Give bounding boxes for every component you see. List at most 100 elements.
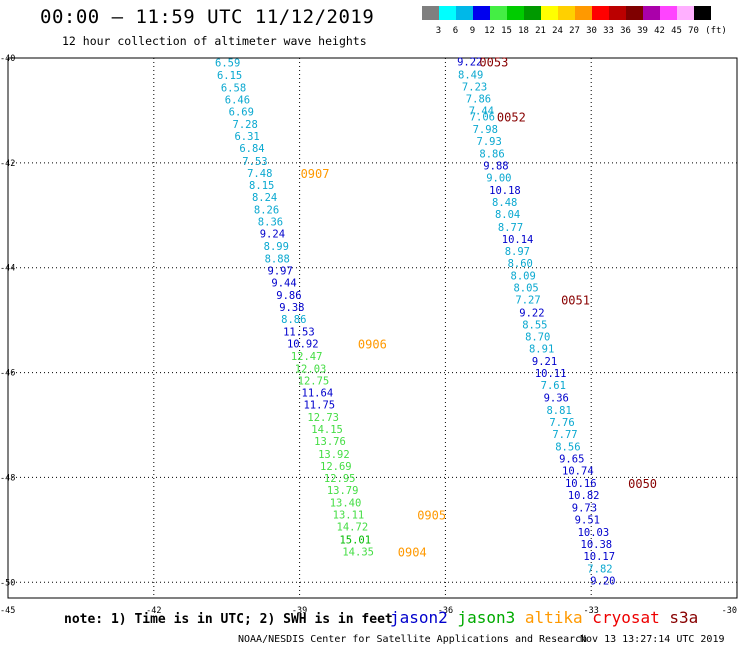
wave-height-value: 7.82 <box>587 564 612 576</box>
wave-height-value: 6.58 <box>221 82 246 94</box>
wave-height-value: 7.76 <box>549 417 574 429</box>
wave-height-value: 7.77 <box>552 429 577 441</box>
wave-height-value: 15.01 <box>339 534 371 546</box>
legend-label: 21 <box>535 26 546 36</box>
pass-time-label: 0050 <box>628 477 657 491</box>
pass-time-label: 0907 <box>301 167 330 181</box>
wave-height-value: 7.27 <box>515 295 540 307</box>
satellite-key: jason2 jason3 altika cryosat s3a <box>390 608 698 627</box>
legend-label: 36 <box>620 26 631 36</box>
page-title: 00:00 – 11:59 UTC 11/12/2019 <box>40 6 375 28</box>
wave-height-value: 8.36 <box>258 217 283 229</box>
lon-tick-label: -42 <box>146 606 161 616</box>
wave-height-value: 6.84 <box>239 143 264 155</box>
wave-height-value: 9.00 <box>486 173 511 185</box>
wave-height-value: 8.86 <box>479 148 504 160</box>
legend-swatch <box>490 6 507 20</box>
wave-height-value: 10.92 <box>287 339 319 351</box>
legend-label: 27 <box>569 26 580 36</box>
axis-ticks: -45 -42 -39 -36 -33 -30 -40 -42 -44 -46 -48 -50 <box>0 54 737 616</box>
wave-height-value: 9.36 <box>544 393 569 405</box>
legend-label: 15 <box>501 26 512 36</box>
wave-height-value: 7.53 <box>242 156 267 168</box>
legend-swatch <box>643 6 660 20</box>
page-subtitle: 12 hour collection of altimeter wave hei… <box>62 34 367 48</box>
wave-height-value: 6.69 <box>229 106 254 118</box>
legend-unit: (ft) <box>705 26 727 36</box>
lat-tick-label: -42 <box>0 159 15 169</box>
legend-label: 70 <box>688 26 699 36</box>
legend-label: 12 <box>484 26 495 36</box>
legend-label: 45 <box>671 26 682 36</box>
wave-height-value: 9.38 <box>279 302 304 314</box>
wave-height-value: 7.61 <box>541 380 566 392</box>
satellite-name: s3a <box>659 608 699 627</box>
legend-label: 9 <box>469 26 476 36</box>
wave-height-value: 14.35 <box>342 546 374 558</box>
wave-height-value: 14.72 <box>337 522 369 534</box>
wave-height-value: 8.81 <box>546 405 571 417</box>
pass-time-label: 0904 <box>398 545 427 559</box>
pass-time-label: 0906 <box>358 338 387 352</box>
wave-height-value: 6.59 <box>215 58 240 70</box>
wave-height-value: 9.51 <box>575 514 600 526</box>
wave-height-value: 9.86 <box>276 290 301 302</box>
legend-swatch <box>660 6 677 20</box>
wave-height-value: 7.48 <box>247 168 272 180</box>
wave-height-value: 9.22 <box>519 307 544 319</box>
legend-swatch <box>626 6 643 20</box>
wave-height-value: 12.03 <box>295 363 327 375</box>
satellite-name: jason3 <box>447 608 516 627</box>
wave-height-value: 8.77 <box>498 222 523 234</box>
lon-tick-label: -30 <box>722 606 737 616</box>
wave-height-value: 11.75 <box>303 400 335 412</box>
wave-height-value: 12.95 <box>324 473 356 485</box>
wave-height-value: 12.75 <box>298 375 330 387</box>
generated-timestamp: Nov 13 13:27:14 UTC 2019 <box>580 634 725 645</box>
wave-height-value: 9.24 <box>260 229 285 241</box>
wave-height-value: 10.18 <box>489 185 521 197</box>
wave-height-value: 7.86 <box>466 93 491 105</box>
wave-height-value: 9.21 <box>532 356 557 368</box>
wave-height-value: 10.38 <box>581 539 613 551</box>
wave-height-value: 8.48 <box>492 197 517 209</box>
pass-time-label: 0052 <box>497 111 526 125</box>
wave-height-value: 13.92 <box>318 449 350 461</box>
wave-height-value: 11.53 <box>283 327 315 339</box>
wave-height-points: 6.596.156.586.466.697.286.316.847.537.48… <box>215 57 615 588</box>
wave-height-value: 7.23 <box>462 81 487 93</box>
wave-height-value: 8.24 <box>252 192 277 204</box>
lat-tick-label: -48 <box>0 473 15 483</box>
legend-label: 39 <box>637 26 648 36</box>
legend-swatch <box>592 6 609 20</box>
lat-tick-label: -46 <box>0 369 15 379</box>
satellite-name: jason2 <box>390 608 448 627</box>
wave-height-value: 12.47 <box>291 351 323 363</box>
wave-height-value: 7.98 <box>473 124 498 136</box>
lon-tick-label: -36 <box>438 606 453 616</box>
legend-swatch <box>507 6 524 20</box>
wave-height-value: 6.15 <box>217 70 242 82</box>
wave-height-value: 12.73 <box>307 412 339 424</box>
legend-label: 6 <box>452 26 459 36</box>
pass-time-label: 0053 <box>479 56 508 70</box>
footer-note: note: 1) Time is in UTC; 2) SWH is in fe… <box>64 612 393 627</box>
wave-height-value: 8.49 <box>458 69 483 81</box>
wave-height-value: 13.11 <box>333 510 365 522</box>
wave-height-value: 14.15 <box>311 424 343 436</box>
lon-tick-label: -45 <box>0 606 15 616</box>
wave-height-value: 7.06 <box>470 112 495 124</box>
wave-height-value: 10.74 <box>562 466 594 478</box>
wave-height-value: 8.04 <box>495 209 520 221</box>
lat-tick-label: -50 <box>0 578 15 588</box>
wave-height-value: 8.09 <box>511 271 536 283</box>
lon-tick-label: -39 <box>292 606 307 616</box>
wave-height-value: 7.93 <box>477 136 502 148</box>
lon-tick-label: -33 <box>584 606 599 616</box>
map-grid <box>8 58 737 598</box>
pass-time-label: 0051 <box>561 294 590 308</box>
wave-height-value: 8.55 <box>522 319 547 331</box>
legend-label: 42 <box>654 26 665 36</box>
legend-swatch <box>473 6 490 20</box>
